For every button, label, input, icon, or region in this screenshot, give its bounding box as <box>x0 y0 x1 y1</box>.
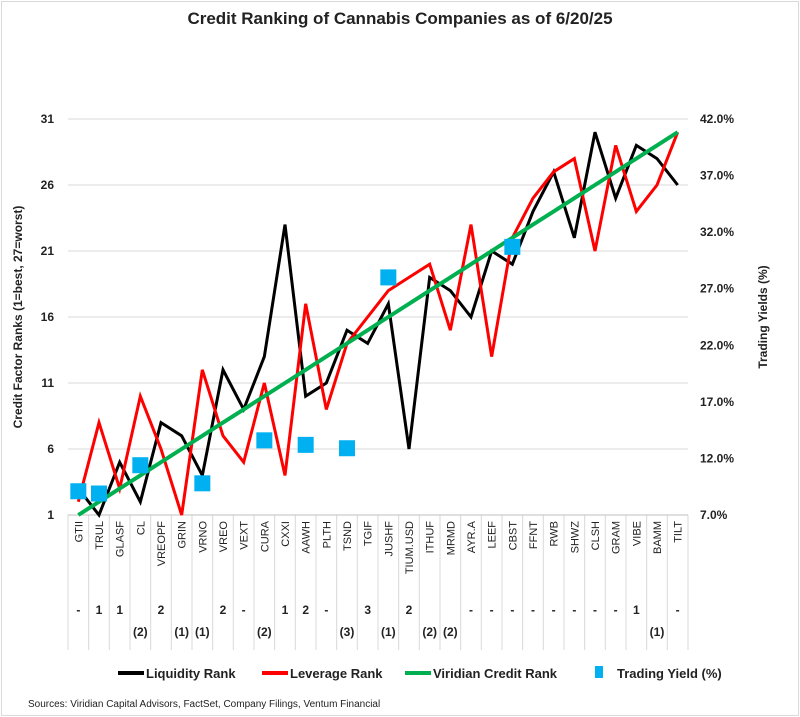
x-tick-label: TILT <box>673 521 685 543</box>
y2-tick-label: 37.0% <box>700 169 734 183</box>
x-tick-label: AAWH <box>301 521 313 554</box>
x-tick-label: GLASF <box>115 521 127 557</box>
leverage-rank-line <box>76 131 680 516</box>
y2-axis-label: Trading Yields (%) <box>756 265 770 368</box>
x-tick-label: SHWZ <box>569 521 581 554</box>
trading-yield-point <box>339 440 355 457</box>
viridian-credit-rank-line <box>77 130 679 517</box>
trading-yield-point <box>91 485 107 502</box>
x-tick-label: CLSH <box>590 521 602 550</box>
rank-change-label: 1 <box>282 603 289 617</box>
x-tick-label: CBST <box>507 521 519 551</box>
x-tick-label: VIBE <box>631 521 643 546</box>
x-tick-label: CURA <box>259 520 271 552</box>
rank-change-label: - <box>614 603 618 617</box>
rank-change-label: (2) <box>422 625 437 639</box>
rank-change-label: - <box>469 603 473 617</box>
y-axis-label: Credit Factor Ranks (1=best, 27=worst) <box>11 206 25 429</box>
x-tick-label: CL <box>135 521 147 535</box>
y2-tick-label: 17.0% <box>700 395 734 409</box>
x-tick-label: ITHUF <box>425 521 437 554</box>
y-tick-label: 21 <box>41 244 55 258</box>
trading-yield-point <box>380 269 397 286</box>
rank-change-label: 1 <box>96 603 103 617</box>
trading-yield-point <box>194 475 211 492</box>
rank-change-label: 2 <box>302 603 309 617</box>
x-tick-label: LEEF <box>487 521 499 549</box>
legend-label: Liquidity Rank <box>146 666 236 681</box>
y-tick-label: 31 <box>41 112 55 126</box>
chart-title: Credit Ranking of Cannabis Companies as … <box>187 9 612 28</box>
trading-yield-point <box>256 432 273 449</box>
trading-yield-point <box>297 436 314 453</box>
x-tick-label: VEXT <box>239 521 251 550</box>
rank-change-label: (1) <box>650 625 665 639</box>
y-tick-label: 1 <box>47 508 54 522</box>
x-tick-label: TSND <box>342 521 354 551</box>
rank-change-label: - <box>593 603 597 617</box>
rank-change-label: 1 <box>116 603 123 617</box>
rank-change-label: (3) <box>340 625 355 639</box>
rank-change-label: - <box>324 603 328 617</box>
x-tick-label: MRMD <box>445 521 457 555</box>
x-tick-label: VREO <box>218 521 230 553</box>
y2-tick-label: 32.0% <box>700 225 734 239</box>
y2-tick-label: 27.0% <box>700 282 734 296</box>
x-tick-label: CXXI <box>280 521 292 547</box>
y2-tick-label: 42.0% <box>700 112 734 126</box>
rank-change-label: - <box>572 603 576 617</box>
rank-change-label: - <box>510 603 514 617</box>
rank-change-label: 2 <box>158 603 165 617</box>
rank-change-label: - <box>552 603 556 617</box>
rank-change-label: - <box>676 603 680 617</box>
rank-change-label: 2 <box>406 603 413 617</box>
rank-change-label: 1 <box>633 603 640 617</box>
rank-change-label: 2 <box>220 603 227 617</box>
rank-change-label: - <box>76 603 80 617</box>
x-tick-label: JUSHF <box>383 521 395 557</box>
x-tick-label: VREOPF <box>156 521 168 567</box>
trading-yield-point <box>504 238 521 255</box>
legend-swatch-trading-yield <box>595 666 603 678</box>
y-tick-label: 6 <box>47 442 54 456</box>
y2-tick-label: 22.0% <box>700 338 734 352</box>
rank-change-label: (1) <box>381 625 396 639</box>
rank-change-label: (2) <box>133 625 148 639</box>
y2-tick-label: 12.0% <box>700 451 734 465</box>
rank-change-label: (1) <box>195 625 210 639</box>
x-tick-label: GTII <box>73 521 85 542</box>
x-tick-label: GRIN <box>177 521 189 549</box>
rank-change-label: - <box>242 603 246 617</box>
rank-change-label: (2) <box>257 625 272 639</box>
x-tick-label: RWB <box>549 521 561 546</box>
x-tick-label: AYR.A <box>466 520 478 553</box>
x-tick-label: BAMM <box>652 521 664 554</box>
x-tick-label: PLTH <box>321 521 333 548</box>
rank-change-label: (2) <box>443 625 458 639</box>
legend-label: Leverage Rank <box>290 666 383 681</box>
x-tick-label: TIUM.USD <box>404 521 416 574</box>
source-note: Sources: Viridian Capital Advisors, Fact… <box>28 699 380 710</box>
legend-label: Trading Yield (%) <box>617 666 722 681</box>
y2-tick-label: 7.0% <box>700 508 728 522</box>
y-tick-label: 26 <box>41 178 55 192</box>
x-tick-label: FFNT <box>528 521 540 549</box>
rank-change-label: - <box>490 603 494 617</box>
x-tick-label: VRNO <box>197 521 209 553</box>
y-tick-label: 11 <box>41 376 54 390</box>
rank-change-label: 3 <box>364 603 371 617</box>
trading-yield-point <box>70 483 87 500</box>
rank-change-label: - <box>531 603 535 617</box>
x-tick-label: TRUL <box>94 521 106 550</box>
y-tick-label: 16 <box>41 310 55 324</box>
trading-yield-point <box>132 457 149 474</box>
x-tick-label: TGIF <box>363 521 375 546</box>
legend-label: Viridian Credit Rank <box>433 666 558 681</box>
x-tick-label: GRAM <box>611 521 623 554</box>
rank-change-label: (1) <box>174 625 189 639</box>
